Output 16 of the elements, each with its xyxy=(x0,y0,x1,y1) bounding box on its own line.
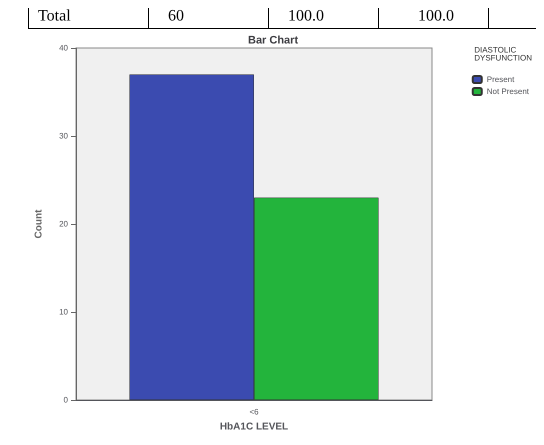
y-tick-label: 30 xyxy=(59,132,69,140)
text: Total xyxy=(38,8,72,24)
text: 60 xyxy=(168,8,184,24)
legend-label: Not Present xyxy=(486,87,530,96)
text: 100.0 xyxy=(418,8,454,24)
x-tick-label: <6 xyxy=(249,408,260,416)
y-tick-label: 0 xyxy=(64,396,69,404)
y-axis-title: Count xyxy=(34,208,44,238)
y-tick-label: 40 xyxy=(59,44,69,52)
y-tick-label: 10 xyxy=(59,308,69,316)
legend-label: Present xyxy=(486,75,516,84)
chart-title: Bar Chart xyxy=(248,34,298,46)
y-tick-label: 20 xyxy=(59,220,69,228)
legend-title: DIASTOLIC DYSFUNCTION xyxy=(474,46,532,62)
text: 100.0 xyxy=(288,8,324,24)
x-axis-title: HbA1C LEVEL xyxy=(220,422,288,432)
